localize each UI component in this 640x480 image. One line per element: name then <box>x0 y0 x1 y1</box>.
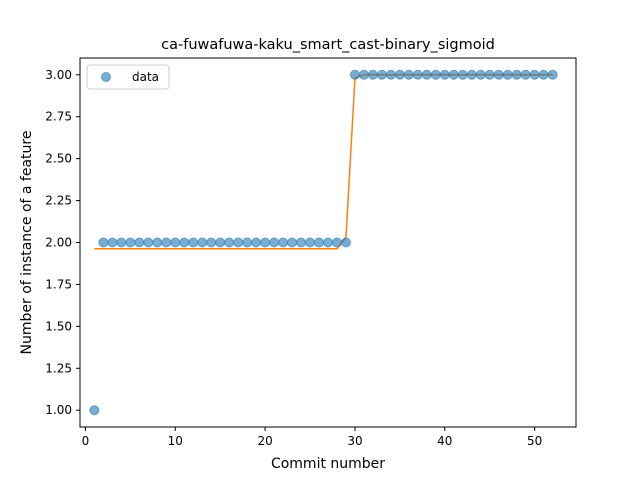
data-point <box>475 69 486 80</box>
x-axis-label: Commit number <box>271 456 385 472</box>
data-point <box>89 405 100 416</box>
y-tick-label: 1.50 <box>45 319 72 333</box>
data-point <box>547 69 558 80</box>
data-point <box>502 69 513 80</box>
x-tick-label: 0 <box>82 434 90 448</box>
data-point <box>224 237 235 248</box>
x-tick-label: 30 <box>347 434 362 448</box>
y-tick-label: 2.50 <box>45 152 72 166</box>
data-point <box>421 69 432 80</box>
data-point <box>376 69 387 80</box>
data-point <box>358 69 369 80</box>
x-tick-label: 40 <box>437 434 452 448</box>
data-point <box>511 69 522 80</box>
legend: data <box>86 64 170 90</box>
data-point <box>466 69 477 80</box>
plot-frame <box>79 57 577 428</box>
data-point <box>314 237 325 248</box>
y-tick-label: 1.00 <box>45 403 72 417</box>
x-tick-label: 50 <box>527 434 542 448</box>
data-point <box>251 237 262 248</box>
data-point <box>412 69 423 80</box>
legend-label-data: data <box>132 70 159 84</box>
data-point <box>538 69 549 80</box>
data-point <box>349 69 360 80</box>
axes-layer: 0 10 20 30 40 50 1.00 1.25 1.50 1.75 2.00 2.25 2.50 2… <box>45 68 542 448</box>
x-tick-label: 10 <box>168 434 183 448</box>
data-point <box>170 237 181 248</box>
data-point <box>331 237 342 248</box>
data-point <box>116 237 127 248</box>
y-tick-label: 1.25 <box>45 361 72 375</box>
data-point <box>233 237 244 248</box>
y-tick-label: 2.25 <box>45 194 72 208</box>
data-point <box>98 237 109 248</box>
x-tick-label: 20 <box>257 434 272 448</box>
data-point <box>278 237 289 248</box>
data-point <box>134 237 145 248</box>
data-point <box>152 237 163 248</box>
data-point <box>385 69 396 80</box>
data-point <box>403 69 414 80</box>
data-point <box>197 237 208 248</box>
data-point <box>269 237 280 248</box>
data-point <box>323 237 333 248</box>
data-point <box>430 69 441 80</box>
data-point <box>448 69 459 80</box>
data-point <box>143 237 154 248</box>
data-point <box>340 237 351 248</box>
series-layer <box>89 69 558 416</box>
data-point <box>242 237 253 248</box>
data-point <box>305 237 316 248</box>
data-point <box>367 69 378 80</box>
y-tick-label: 2.75 <box>45 110 72 124</box>
data-point <box>179 237 190 248</box>
data-point <box>529 69 540 80</box>
data-point <box>215 237 226 248</box>
data-point <box>520 69 531 80</box>
data-point <box>188 237 199 248</box>
data-point <box>287 237 298 248</box>
data-point <box>260 237 271 248</box>
data-point <box>457 69 468 80</box>
chart-title: ca-fuwafuwa-kaku_smart_cast-binary_sigmo… <box>161 37 495 53</box>
data-point <box>125 237 136 248</box>
data-point <box>206 237 217 248</box>
y-tick-label: 2.00 <box>45 236 72 250</box>
data-point <box>394 69 405 80</box>
data-point <box>439 69 450 80</box>
data-point <box>107 237 118 248</box>
legend-marker-data <box>101 72 111 82</box>
legend-box <box>86 64 170 90</box>
data-point <box>484 69 495 80</box>
y-tick-label: 1.75 <box>45 277 72 291</box>
data-point <box>296 237 307 248</box>
data-point <box>161 237 172 248</box>
data-point <box>493 69 504 80</box>
y-tick-label: 3.00 <box>45 68 72 82</box>
y-axis-label: Number of instance of a feature <box>19 131 35 355</box>
